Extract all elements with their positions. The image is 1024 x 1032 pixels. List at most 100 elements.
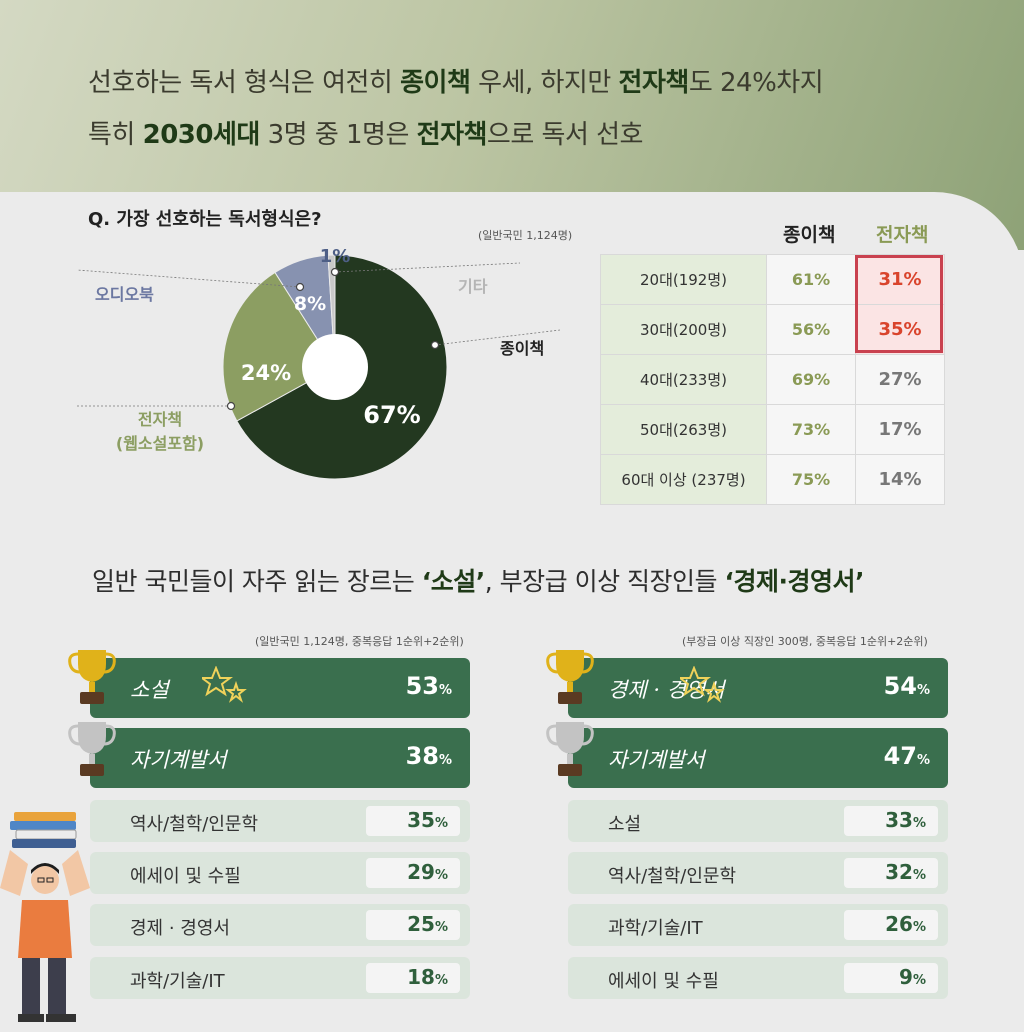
rank-label: 역사/철학/인문학: [130, 814, 259, 835]
age-cell: 50대(263명): [600, 404, 767, 455]
pie-value-label-2: 8%: [294, 293, 326, 315]
value-pill: [366, 806, 460, 836]
rank-label: 소설: [130, 678, 169, 702]
pie-chart: 67% 종이책 24% 전자책 (웹소설포함) 8% 오디오북 1% 기타: [76, 246, 561, 480]
paper-pct-cell: 75%: [766, 454, 856, 505]
rank-value: 25%: [407, 912, 448, 936]
genre-headline: 일반 국민들이 자주 읽는 장르는 ‘소설’, 부장급 이상 직장인들 ‘경제·…: [92, 562, 864, 598]
age-row: 60대 이상 (237명) 75% 14%: [600, 454, 945, 505]
pie-category-label-1: 전자책: [138, 410, 182, 429]
rank-label: 에세이 및 수필: [608, 971, 719, 992]
rank-bar-0: 소설 53%: [90, 658, 470, 718]
rank-label: 소설: [608, 814, 642, 835]
rank-unit: %: [434, 816, 448, 831]
rank-value: 54%: [884, 672, 930, 700]
headline-1-part-2: 우세, 하지만: [470, 68, 619, 98]
paper-pct-cell: 69%: [766, 354, 856, 405]
rank-value: 47%: [884, 742, 930, 770]
col-header-ebook: 전자책: [876, 224, 929, 246]
pie-value-label-1: 24%: [241, 361, 291, 385]
rank-unit: %: [912, 868, 926, 883]
headline-1-part-1: 종이책: [400, 68, 471, 98]
value-pill: [844, 806, 938, 836]
rank-bar-3: 에세이 및 수필 29%: [90, 852, 470, 894]
rank-number: 26: [885, 912, 913, 936]
age-cell: 20대(192명): [600, 254, 767, 305]
ebook-pct-cell: 27%: [855, 354, 945, 405]
rank-bar-1: 자기계발서 38%: [90, 728, 470, 788]
rank-unit: %: [438, 753, 452, 768]
rank-unit: %: [912, 816, 926, 831]
rank-label: 과학/기술/IT: [130, 971, 225, 992]
col-header-paper: 종이책: [783, 224, 836, 246]
value-pill: [366, 858, 460, 888]
age-row: 50대(263명) 73% 17%: [600, 404, 945, 455]
rank-value: 26%: [885, 912, 926, 936]
right-rank-note: (부장급 이상 직장인 300명, 중복응답 1순위+2순위): [682, 635, 928, 648]
rank-unit: %: [912, 973, 926, 988]
rank-unit: %: [438, 683, 452, 698]
gold-trophy-icon: [544, 646, 596, 710]
pie-value-label-3: 1%: [320, 246, 351, 267]
pie-leader-dot-1: [226, 401, 236, 411]
value-pill: [844, 858, 938, 888]
rank-bar-1: 자기계발서 47%: [568, 728, 948, 788]
pie-question: Q. 가장 선호하는 독서형식은?: [88, 209, 322, 230]
reader-illustration: [0, 812, 90, 1022]
rank-unit: %: [912, 920, 926, 935]
rank-number: 9: [899, 965, 913, 989]
pie-value-label-0: 67%: [363, 401, 420, 429]
silver-trophy-icon: [544, 718, 596, 782]
headline-line-2: 특히 2030세대 3명 중 1명은 전자책으로 독서 선호: [88, 114, 643, 151]
rank-bar-4: 과학/기술/IT 26%: [568, 904, 948, 946]
age-table: 20대(192명) 61% 31% 30대(200명) 56% 35% 40대(233명) 6…: [600, 254, 945, 505]
rank-number: 38: [405, 742, 439, 770]
age-row: 40대(233명) 69% 27%: [600, 354, 945, 405]
paper-pct-cell: 56%: [766, 304, 856, 355]
rank-unit: %: [434, 973, 448, 988]
rank-bar-2: 소설 33%: [568, 800, 948, 842]
rank-bar-4: 경제 · 경영서 25%: [90, 904, 470, 946]
rank-bar-5: 과학/기술/IT 18%: [90, 957, 470, 999]
genre-headline-part-0: 일반 국민들이 자주 읽는 장르는: [92, 567, 422, 596]
rank-unit: %: [916, 683, 930, 698]
paper-pct-cell: 73%: [766, 404, 856, 455]
highlight-box: [855, 255, 943, 353]
rank-label: 에세이 및 수필: [130, 866, 241, 887]
rank-number: 54: [883, 672, 917, 700]
pie-category-label-0: 종이책: [500, 339, 544, 358]
rank-value: 35%: [407, 808, 448, 832]
rank-number: 32: [885, 860, 913, 884]
rank-bar-5: 에세이 및 수필 9%: [568, 957, 948, 999]
pie-sample-note: (일반국민 1,124명): [478, 229, 573, 242]
rank-label: 자기계발서: [130, 748, 227, 772]
pie-leader-dot-2: [295, 282, 305, 292]
age-row: 30대(200명) 56% 35%: [600, 304, 945, 355]
rank-value: 53%: [406, 672, 452, 700]
rank-label: 자기계발서: [608, 748, 705, 772]
rank-bar-3: 역사/철학/인문학 32%: [568, 852, 948, 894]
rank-number: 53: [405, 672, 439, 700]
pie-category-label-3: 기타: [458, 277, 488, 296]
rank-bar-0: 경제 · 경영서 54%: [568, 658, 948, 718]
ebook-pct-cell: 14%: [855, 454, 945, 505]
age-cell: 60대 이상 (237명): [600, 454, 767, 505]
rank-value: 33%: [885, 808, 926, 832]
rank-label: 역사/철학/인문학: [608, 866, 737, 887]
rank-value: 32%: [885, 860, 926, 884]
star-doodle-icon: [199, 665, 248, 710]
rank-unit: %: [434, 920, 448, 935]
value-pill: [844, 963, 938, 993]
rank-unit: %: [434, 868, 448, 883]
rank-number: 29: [407, 860, 435, 884]
rank-number: 18: [407, 965, 435, 989]
headline-2-part-1: 2030세대: [142, 120, 261, 150]
headline-1-part-3: 전자책: [618, 68, 690, 98]
pie-leader-2: [76, 269, 301, 288]
value-pill: [366, 963, 460, 993]
silver-trophy-icon: [66, 718, 118, 782]
headline-line-1: 선호하는 독서 형식은 여전히 종이책 우세, 하지만 전자책도 24%차지: [88, 62, 824, 99]
rank-value: 9%: [899, 965, 926, 989]
genre-headline-part-2: , 부장급 이상 직장인들: [484, 567, 725, 596]
ebook-pct-cell: 35%: [855, 304, 945, 355]
